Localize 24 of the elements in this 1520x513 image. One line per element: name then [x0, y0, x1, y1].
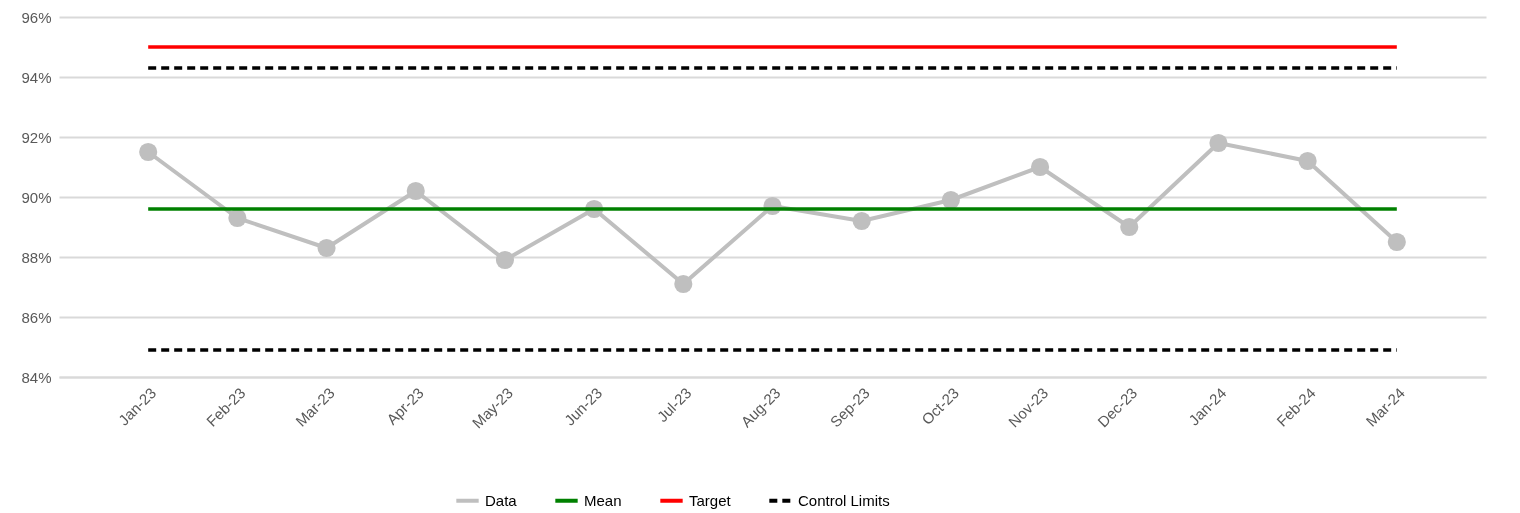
legend-label: Target — [689, 491, 732, 509]
y-tick-label: 88% — [21, 248, 52, 266]
point — [228, 208, 247, 228]
y-tick-label: 96% — [21, 8, 52, 26]
point — [1120, 217, 1139, 237]
y-tick-label: 90% — [21, 188, 52, 206]
y-tick-label: 86% — [21, 308, 52, 326]
point — [139, 142, 158, 162]
point — [1387, 232, 1406, 252]
point — [674, 274, 693, 294]
legend-label: Control Limits — [798, 491, 890, 509]
point — [1298, 151, 1317, 171]
point — [317, 238, 336, 258]
legend-label: Mean — [584, 491, 622, 509]
legend-label: Data — [485, 491, 518, 509]
point — [852, 211, 871, 231]
y-tick-label: 84% — [21, 368, 52, 386]
point — [495, 250, 515, 270]
point — [406, 181, 425, 201]
point — [941, 190, 960, 210]
y-tick-label: 92% — [21, 128, 52, 146]
y-tick-label: 94% — [21, 68, 52, 86]
point — [1030, 157, 1050, 177]
point — [1209, 133, 1228, 153]
